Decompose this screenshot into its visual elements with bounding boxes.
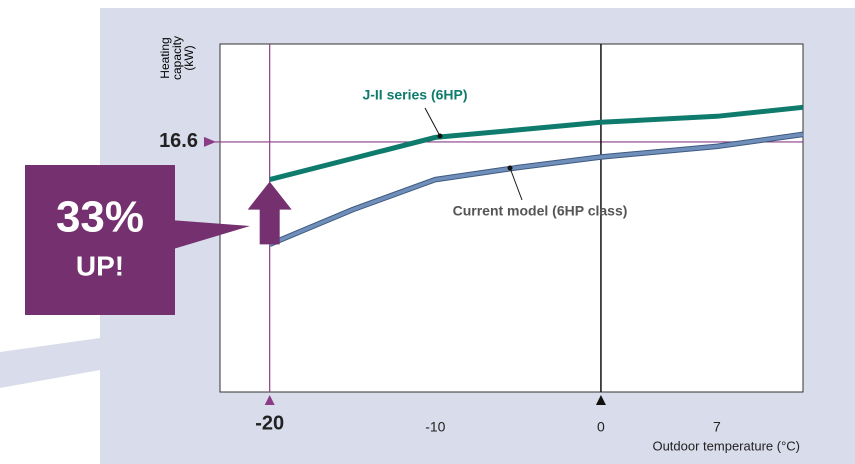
callout-box [25,165,175,315]
tick-marker [595,395,606,405]
series-label: Current model (6HP class) [453,203,628,219]
callout-tail [0,338,100,388]
y-axis-label: Heating [158,37,172,78]
callout-pointer [170,220,250,250]
annotation: UP! [76,250,124,281]
line [269,104,804,183]
leader-dot [437,133,443,139]
tick-marker [264,395,275,405]
plot-area [219,43,804,393]
x-tick-label: 0 [597,419,605,435]
x-tick-label: 7 [713,419,721,435]
tick-marker [204,136,216,147]
x-tick-label: -10 [425,419,445,435]
x-axis-label: Outdoor temperature (°C) [652,438,800,453]
marks [204,44,804,405]
line [269,132,804,247]
series-label: J-II series (6HP) [362,87,467,103]
leader [509,167,523,201]
y-axis-label: capacity [170,36,184,80]
y-axis-label: (kW) [182,45,196,70]
x-tick-label: -20 [255,412,284,434]
annotation: 33% [56,193,144,242]
up-arrow [247,181,292,245]
y-tick-label: 16.6 [159,130,198,152]
leader-dot [507,165,513,171]
leader [424,107,441,137]
